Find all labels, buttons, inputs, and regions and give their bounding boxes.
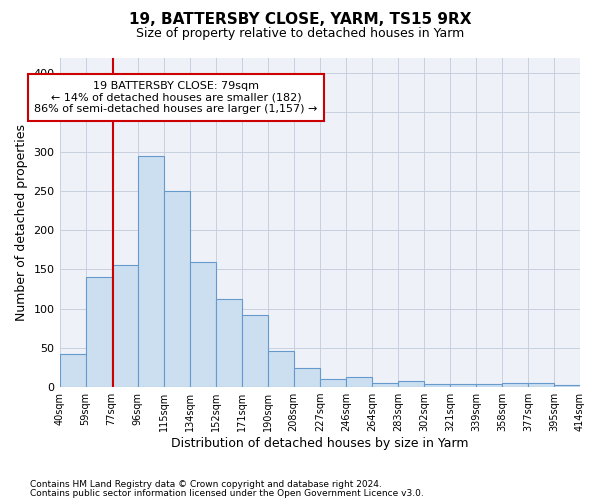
Bar xyxy=(112,266,137,387)
Bar xyxy=(190,262,215,387)
Bar xyxy=(320,379,346,387)
Text: Contains HM Land Registry data © Crown copyright and database right 2024.: Contains HM Land Registry data © Crown c… xyxy=(30,480,382,489)
Text: Size of property relative to detached houses in Yarm: Size of property relative to detached ho… xyxy=(136,28,464,40)
Bar xyxy=(164,191,190,387)
Bar xyxy=(372,383,398,387)
X-axis label: Distribution of detached houses by size in Yarm: Distribution of detached houses by size … xyxy=(171,437,469,450)
Bar xyxy=(424,384,450,387)
Bar xyxy=(86,277,112,387)
Bar xyxy=(268,351,294,387)
Bar xyxy=(476,384,502,387)
Bar xyxy=(59,354,86,387)
Bar xyxy=(294,368,320,387)
Bar xyxy=(502,383,528,387)
Text: 19 BATTERSBY CLOSE: 79sqm
← 14% of detached houses are smaller (182)
86% of semi: 19 BATTERSBY CLOSE: 79sqm ← 14% of detac… xyxy=(34,81,317,114)
Bar xyxy=(346,377,372,387)
Bar xyxy=(215,299,242,387)
Bar xyxy=(137,156,164,387)
Bar xyxy=(450,384,476,387)
Text: 19, BATTERSBY CLOSE, YARM, TS15 9RX: 19, BATTERSBY CLOSE, YARM, TS15 9RX xyxy=(129,12,471,28)
Bar xyxy=(528,383,554,387)
Y-axis label: Number of detached properties: Number of detached properties xyxy=(15,124,28,321)
Text: Contains public sector information licensed under the Open Government Licence v3: Contains public sector information licen… xyxy=(30,488,424,498)
Bar xyxy=(554,384,580,387)
Bar xyxy=(398,381,424,387)
Bar xyxy=(242,315,268,387)
